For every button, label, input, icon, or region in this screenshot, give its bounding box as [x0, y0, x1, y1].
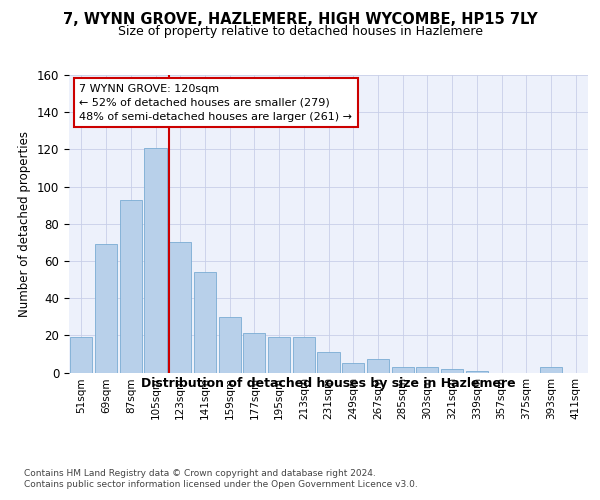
- Bar: [95, 244, 117, 372]
- Bar: [70, 337, 92, 372]
- Bar: [367, 360, 389, 372]
- Bar: [243, 334, 265, 372]
- Text: 7, WYNN GROVE, HAZLEMERE, HIGH WYCOMBE, HP15 7LY: 7, WYNN GROVE, HAZLEMERE, HIGH WYCOMBE, …: [62, 12, 538, 28]
- Bar: [540, 367, 562, 372]
- Y-axis label: Number of detached properties: Number of detached properties: [19, 130, 31, 317]
- Bar: [416, 367, 439, 372]
- Bar: [293, 337, 315, 372]
- Bar: [342, 363, 364, 372]
- Bar: [466, 370, 488, 372]
- Bar: [145, 148, 167, 372]
- Text: Contains public sector information licensed under the Open Government Licence v3: Contains public sector information licen…: [24, 480, 418, 489]
- Bar: [194, 272, 216, 372]
- Bar: [268, 337, 290, 372]
- Bar: [169, 242, 191, 372]
- Text: Size of property relative to detached houses in Hazlemere: Size of property relative to detached ho…: [118, 25, 482, 38]
- Bar: [218, 316, 241, 372]
- Bar: [119, 200, 142, 372]
- Text: 7 WYNN GROVE: 120sqm
← 52% of detached houses are smaller (279)
48% of semi-deta: 7 WYNN GROVE: 120sqm ← 52% of detached h…: [79, 84, 352, 122]
- Bar: [392, 367, 414, 372]
- Text: Contains HM Land Registry data © Crown copyright and database right 2024.: Contains HM Land Registry data © Crown c…: [24, 469, 376, 478]
- Bar: [317, 352, 340, 372]
- Bar: [441, 369, 463, 372]
- Text: Distribution of detached houses by size in Hazlemere: Distribution of detached houses by size …: [142, 378, 516, 390]
